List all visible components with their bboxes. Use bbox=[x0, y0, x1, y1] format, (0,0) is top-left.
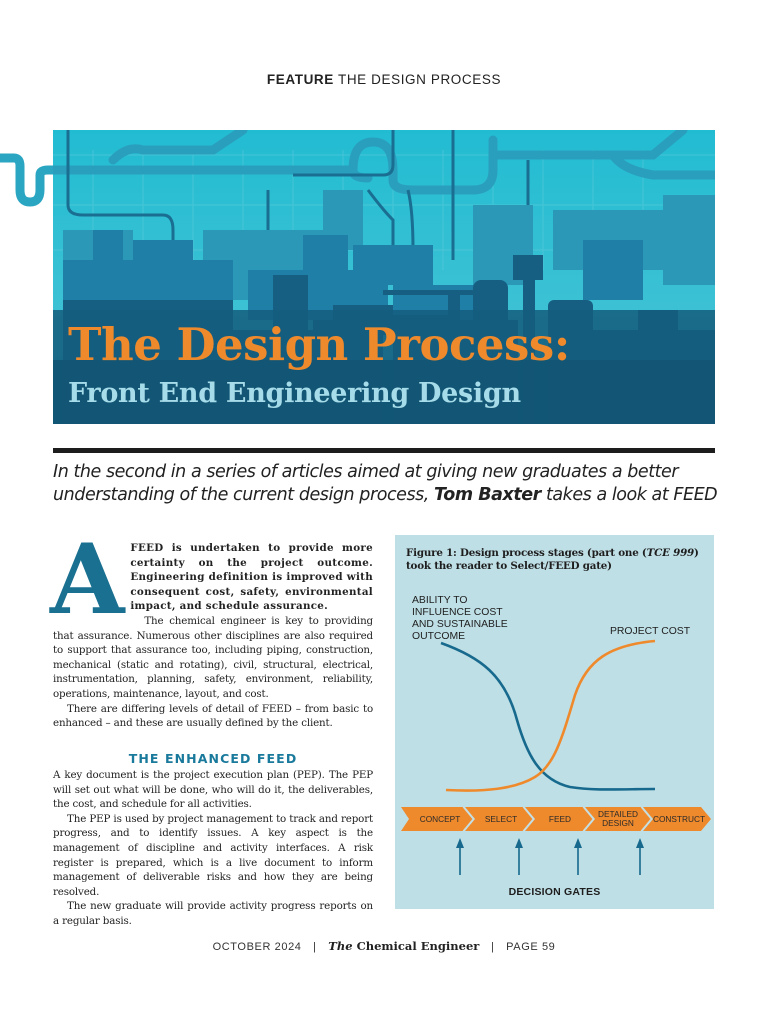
page-footer: OCTOBER 2024 | The Chemical Engineer | P… bbox=[0, 939, 768, 953]
stage-select: SELECT bbox=[475, 815, 527, 824]
hero-banner bbox=[53, 130, 715, 424]
figure-design-process-stages: Figure 1: Design process stages (part on… bbox=[395, 535, 714, 909]
author-name: Tom Baxter bbox=[434, 485, 541, 505]
separator: | bbox=[491, 941, 495, 953]
stage-label-text: SELECT bbox=[484, 814, 518, 824]
body-column-intro: A FEED is undertaken to provide more cer… bbox=[50, 523, 373, 731]
body-paragraph: A key document is the project execution … bbox=[53, 769, 373, 811]
stage-label-text: CONCEPT bbox=[419, 814, 461, 824]
lead-paragraph: FEED is undertaken to provide more certa… bbox=[130, 542, 373, 613]
body-paragraph: The PEP is used by project management to… bbox=[53, 812, 373, 898]
cost-curve-label: PROJECT COST bbox=[610, 626, 691, 637]
separator: | bbox=[313, 941, 317, 953]
magazine-name: The Chemical Engineer bbox=[328, 939, 479, 953]
label-line: ABILITY TO bbox=[412, 595, 468, 606]
stage-label-text: DETAILED bbox=[598, 809, 638, 819]
stage-detailed-design: DETAILED DESIGN bbox=[593, 810, 643, 828]
body-column-enhanced-feed: A key document is the project execution … bbox=[53, 768, 373, 929]
section-title: THE DESIGN PROCESS bbox=[337, 72, 502, 87]
cost-curve bbox=[445, 639, 656, 792]
magazine-article: The bbox=[328, 939, 353, 953]
caption-text: Figure 1: Design process stages (part on… bbox=[406, 547, 647, 559]
caption-reference: TCE 999 bbox=[646, 547, 695, 559]
standfirst-text: In the second in a series of articles ai… bbox=[53, 462, 679, 505]
stage-construct: CONSTRUCT bbox=[650, 815, 708, 824]
pipe-decoration bbox=[0, 153, 60, 207]
label-line: INFLUENCE COST bbox=[412, 607, 503, 618]
stage-label-text: FEED bbox=[548, 814, 572, 824]
magazine-title: Chemical Engineer bbox=[356, 939, 480, 953]
decision-gates-label: DECISION GATES bbox=[508, 886, 601, 898]
stage-chevrons bbox=[401, 807, 711, 831]
influence-curve-label: ABILITY TO INFLUENCE COST AND SUSTAINABL… bbox=[412, 595, 508, 643]
article-subtitle: Front End Engineering Design bbox=[68, 378, 521, 409]
stage-label-text: CONSTRUCT bbox=[652, 814, 706, 824]
body-paragraph: There are differing levels of detail of … bbox=[53, 702, 373, 730]
drop-cap: A bbox=[50, 523, 125, 636]
influence-curve bbox=[440, 641, 656, 791]
label-line: OUTCOME bbox=[412, 631, 466, 642]
page-number: PAGE 59 bbox=[506, 941, 556, 953]
label-line: AND SUSTAINABLE bbox=[412, 619, 508, 630]
body-paragraph: The new graduate will provide activity p… bbox=[53, 900, 373, 927]
running-head: FEATURE THE DESIGN PROCESS bbox=[0, 72, 768, 87]
issue-date: OCTOBER 2024 bbox=[212, 941, 302, 953]
section-subhead: THE ENHANCED FEED bbox=[128, 751, 298, 766]
title-rule bbox=[53, 448, 715, 453]
standfirst-text-end: takes a look at FEED bbox=[540, 485, 718, 505]
stage-concept: CONCEPT bbox=[409, 815, 471, 824]
stage-label-text: DESIGN bbox=[602, 818, 634, 828]
body-paragraph: The chemical engineer is key to providin… bbox=[53, 614, 373, 700]
caption-text-end: ) took the reader to Select/FEED gate) bbox=[406, 547, 699, 572]
standfirst: In the second in a series of articles ai… bbox=[53, 461, 723, 507]
decision-gate-arrows bbox=[456, 838, 644, 875]
industrial-plant-illustration bbox=[53, 130, 715, 424]
figure-caption: Figure 1: Design process stages (part on… bbox=[406, 547, 706, 572]
article-title: The Design Process: bbox=[68, 318, 570, 371]
stage-feed: FEED bbox=[535, 815, 585, 824]
section-kicker: FEATURE bbox=[266, 72, 334, 87]
figure-graphic bbox=[401, 639, 711, 875]
